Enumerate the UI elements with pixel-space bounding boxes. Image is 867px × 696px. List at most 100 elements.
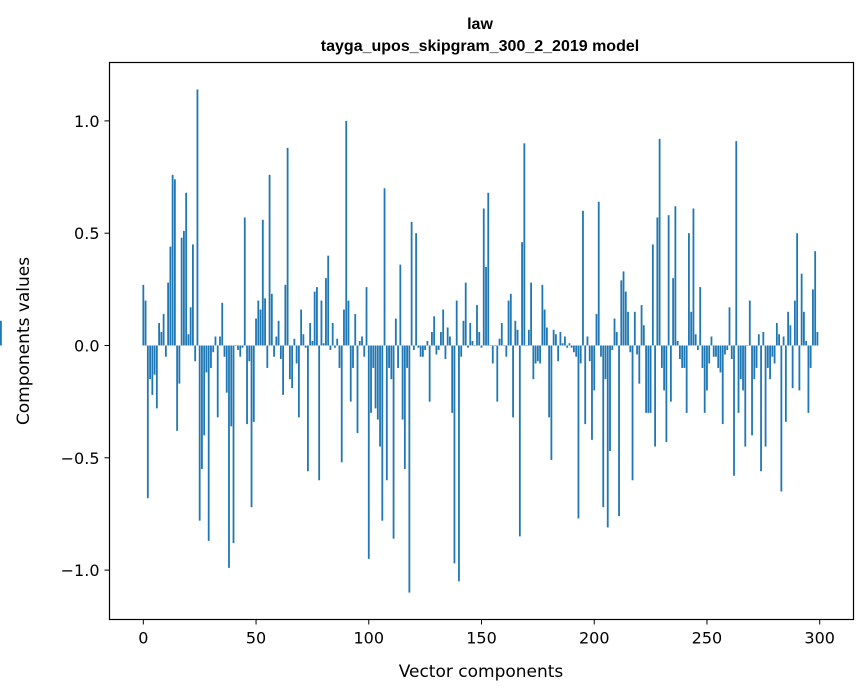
bar-62 xyxy=(282,345,284,395)
bar-171 xyxy=(527,329,530,346)
bar-230 xyxy=(660,345,663,368)
bar-99 xyxy=(365,287,368,346)
bar-277 xyxy=(766,345,769,368)
x-tick-label: 0 xyxy=(138,629,148,648)
bar-74 xyxy=(309,323,312,346)
bar-3 xyxy=(149,345,151,380)
bar-154 xyxy=(489,345,492,346)
bar-220 xyxy=(638,345,641,384)
bar-17 xyxy=(180,237,183,346)
bar-93 xyxy=(352,345,354,368)
bar-135 xyxy=(446,327,449,346)
bar-191 xyxy=(573,345,575,353)
bar-204 xyxy=(602,345,605,508)
bar-164 xyxy=(512,345,514,418)
bar-121 xyxy=(415,233,418,346)
bar-144 xyxy=(467,345,469,348)
bar-145 xyxy=(469,323,472,346)
bar-19 xyxy=(185,192,188,346)
bar-173 xyxy=(532,345,535,380)
chart-subtitle: tayga_upos_skipgram_300_2_2019 model xyxy=(321,38,639,55)
bar-33 xyxy=(216,345,219,418)
bar-294 xyxy=(805,341,808,346)
bar-2 xyxy=(146,345,149,499)
bar-180 xyxy=(548,345,551,418)
bar-39 xyxy=(230,345,233,427)
bar-96 xyxy=(358,341,361,346)
bar-129 xyxy=(433,316,436,346)
bar-30 xyxy=(210,345,212,368)
bar-282 xyxy=(778,334,780,346)
bar-241 xyxy=(685,345,688,413)
x-tick-label: 150 xyxy=(466,629,497,648)
x-tick-label: 300 xyxy=(804,629,835,648)
bar-106 xyxy=(381,345,384,521)
bar-84 xyxy=(331,323,334,346)
bar-54 xyxy=(264,298,266,346)
bar-137 xyxy=(451,345,454,413)
bar-75 xyxy=(311,341,314,346)
bar-248 xyxy=(701,345,704,368)
bar-157 xyxy=(496,345,499,402)
x-axis-title: Vector components xyxy=(399,662,564,682)
bar-111 xyxy=(392,345,395,539)
bar-158 xyxy=(498,338,501,346)
bar-26 xyxy=(201,345,203,470)
bar-81 xyxy=(325,278,327,346)
bar-45 xyxy=(243,217,246,346)
bar-38 xyxy=(228,345,230,568)
bar-153 xyxy=(487,192,490,346)
bar-203 xyxy=(600,345,602,357)
bar-276 xyxy=(764,345,767,447)
x-tick-label: 100 xyxy=(353,629,384,648)
y-tick-label: 1.0 xyxy=(74,112,99,131)
bar-231 xyxy=(663,345,666,391)
bar-182 xyxy=(552,329,555,346)
bar-107 xyxy=(383,188,386,346)
bar-292 xyxy=(800,273,803,346)
bar-91 xyxy=(347,300,350,346)
bar-297 xyxy=(812,289,814,346)
bar-61 xyxy=(279,345,282,359)
bar-126 xyxy=(426,341,429,346)
bar-140 xyxy=(458,345,460,582)
bar-299 xyxy=(816,332,819,346)
bar-267 xyxy=(744,345,747,447)
bar-249 xyxy=(703,345,706,413)
bar-285 xyxy=(784,345,787,422)
bar-58 xyxy=(273,345,275,357)
bar-23 xyxy=(194,345,197,362)
bar-101 xyxy=(370,345,372,413)
x-axis-ticks: 0 50 100 150 200 250 300 xyxy=(138,619,835,648)
bar-52 xyxy=(259,309,262,346)
bar-124 xyxy=(421,345,424,357)
x-tick-label: 50 xyxy=(246,629,266,648)
bar-169 xyxy=(523,143,526,346)
bar-224 xyxy=(647,345,650,413)
bar-175 xyxy=(536,345,539,362)
bar-55 xyxy=(266,345,269,368)
bar-150 xyxy=(480,345,483,348)
bar-92 xyxy=(349,345,352,402)
bar-44 xyxy=(241,345,244,348)
bar-60 xyxy=(277,320,280,346)
bar-263 xyxy=(735,141,738,346)
bar-43 xyxy=(239,345,242,357)
bar-41 xyxy=(234,345,237,346)
bar-232 xyxy=(665,345,668,443)
bar-272 xyxy=(755,345,758,368)
bar-179 xyxy=(545,327,548,346)
bar-298 xyxy=(814,251,817,346)
bar-211 xyxy=(618,345,620,517)
bar-12 xyxy=(169,246,172,346)
bar-47 xyxy=(248,345,251,362)
bar-227 xyxy=(654,345,656,447)
bar-187 xyxy=(564,336,566,346)
bar-49 xyxy=(252,345,255,422)
bar-29 xyxy=(207,345,210,541)
bar-83 xyxy=(329,345,332,350)
bar-281 xyxy=(775,323,778,346)
bar-225 xyxy=(649,345,652,413)
bar-5 xyxy=(153,345,156,375)
bar-103 xyxy=(374,345,377,409)
